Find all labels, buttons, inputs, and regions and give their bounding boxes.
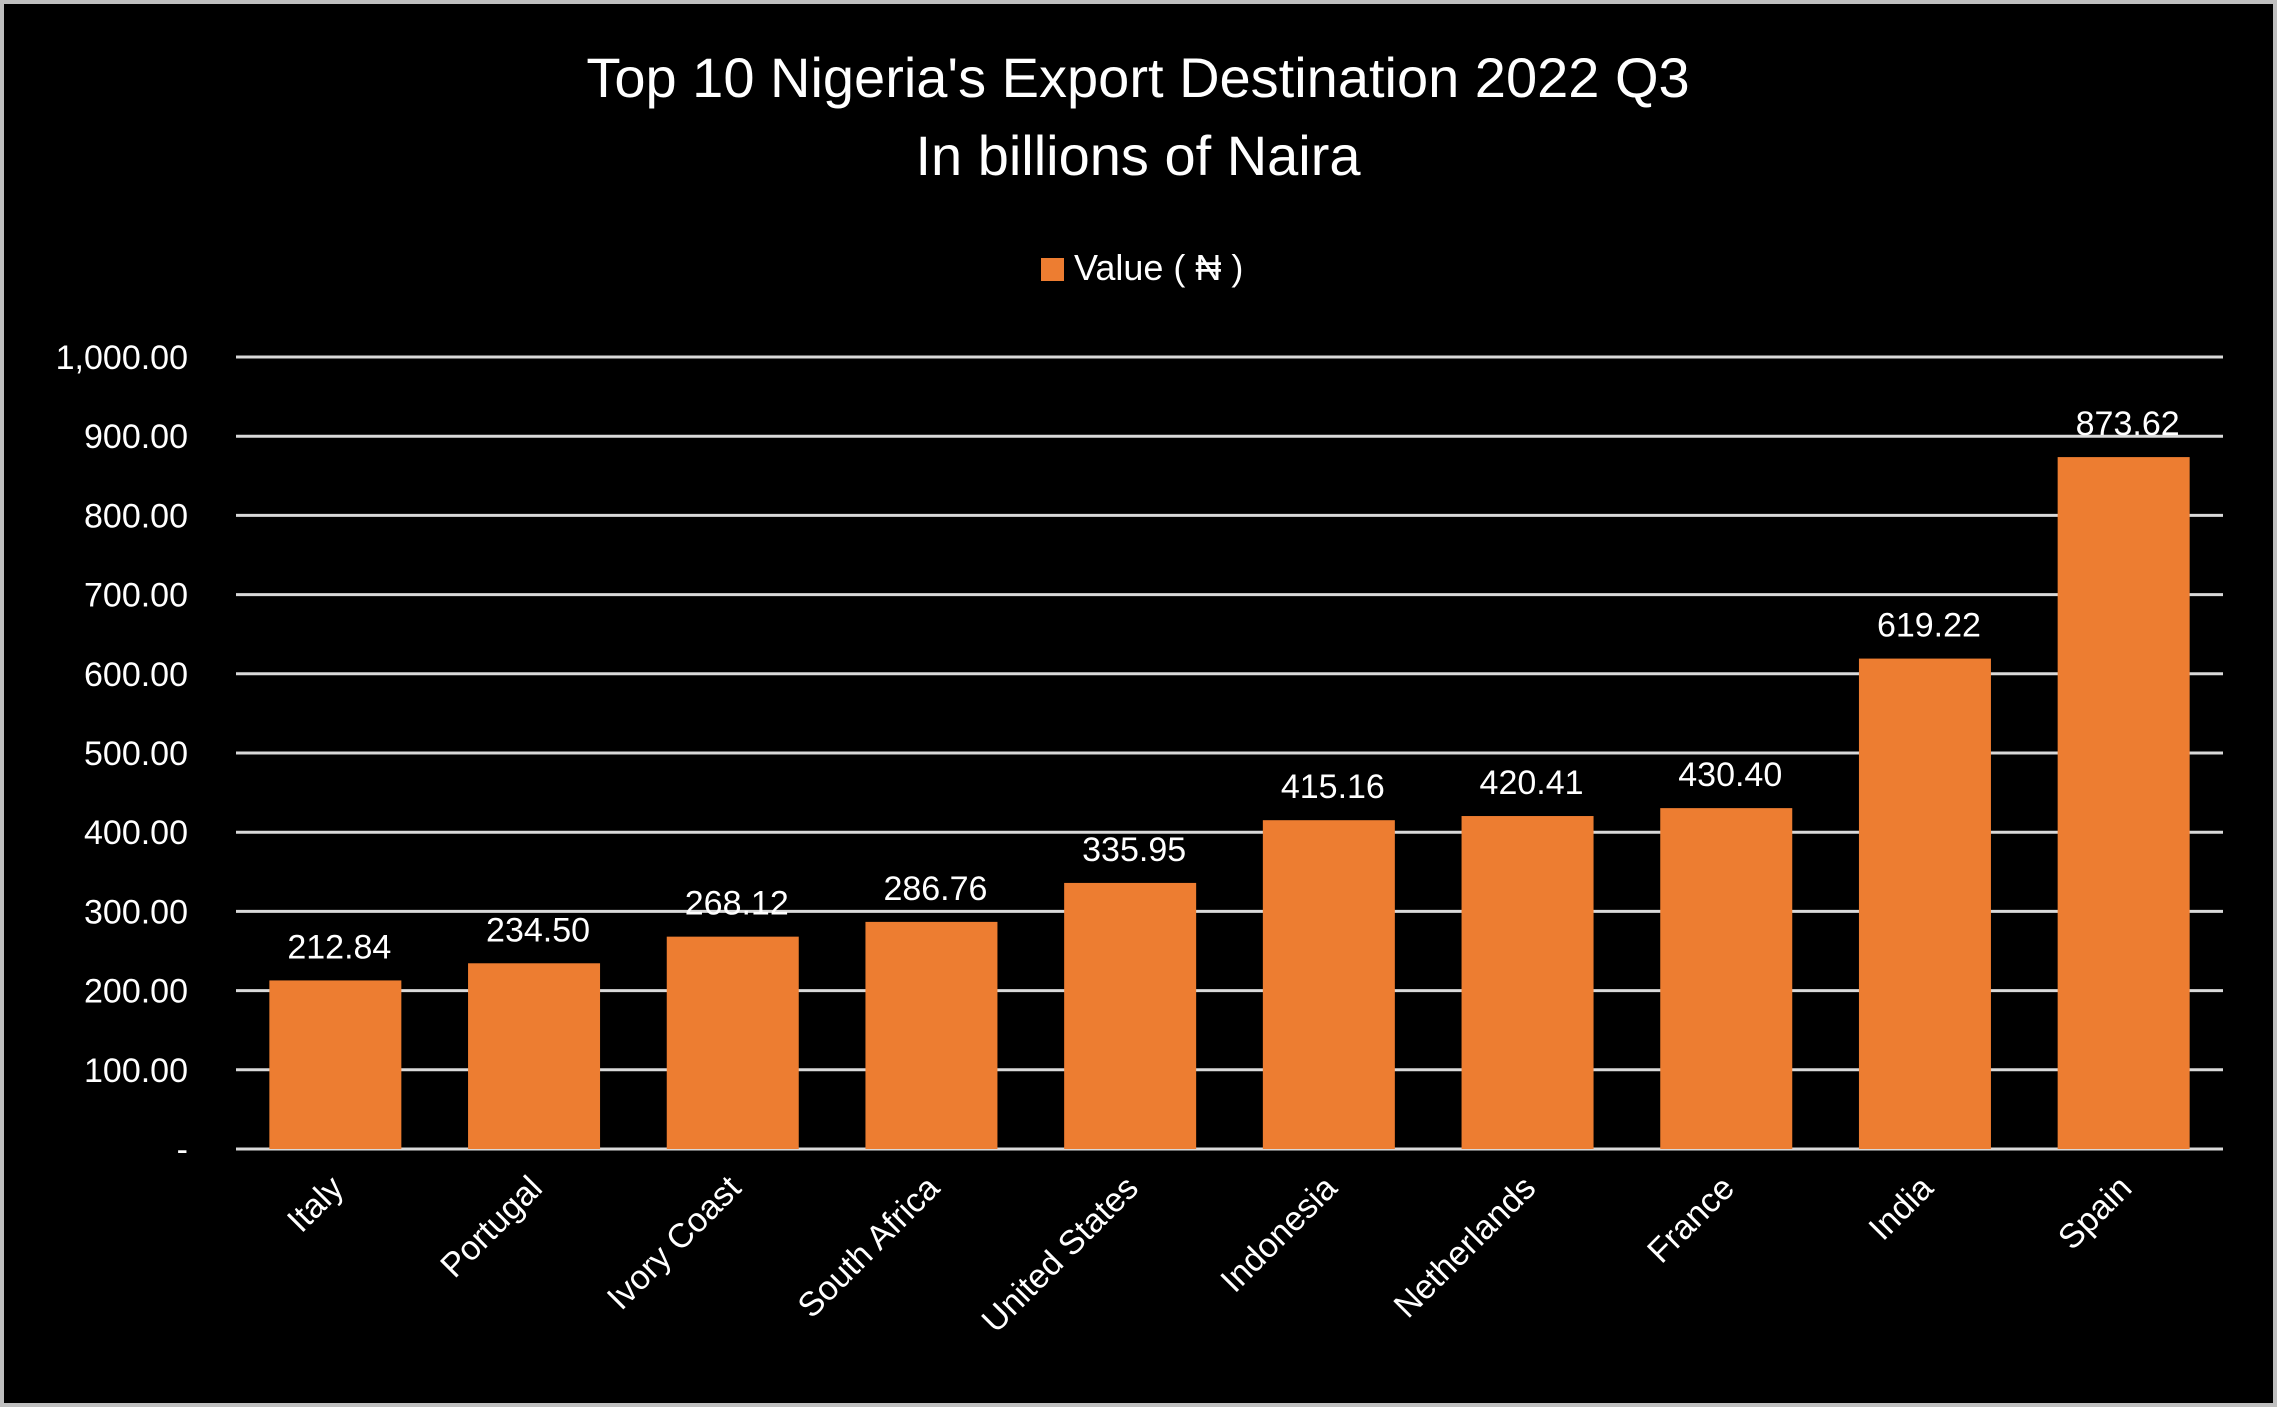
chart-subtitle: In billions of Naira: [915, 124, 1361, 187]
bar: [2057, 457, 2190, 1149]
data-label: 415.16: [1281, 768, 1385, 806]
y-tick-label: -: [177, 1131, 188, 1169]
y-tick-label: 1,000.00: [56, 339, 188, 377]
bar: [666, 936, 799, 1149]
bar: [1660, 808, 1793, 1149]
bar: [1461, 816, 1594, 1149]
y-tick-label: 200.00: [84, 973, 188, 1011]
y-tick-label: 100.00: [84, 1052, 188, 1090]
bar: [1064, 882, 1197, 1149]
y-tick-label: 900.00: [84, 418, 188, 456]
bar: [865, 921, 998, 1149]
data-label: 335.95: [1082, 831, 1186, 869]
y-tick-label: 600.00: [84, 656, 188, 694]
data-label: 268.12: [685, 885, 789, 923]
y-tick-label: 400.00: [84, 814, 188, 852]
legend-swatch: [1041, 258, 1064, 281]
data-label: 430.40: [1678, 756, 1782, 794]
y-tick-label: 500.00: [84, 735, 188, 773]
bar: [1858, 658, 1991, 1149]
bar: [269, 980, 402, 1149]
legend: Value ( ₦ ): [1041, 247, 1243, 288]
legend-label: Value ( ₦ ): [1074, 247, 1243, 288]
bar: [468, 963, 601, 1149]
y-tick-label: 800.00: [84, 497, 188, 535]
chart-title: Top 10 Nigeria's Export Destination 2022…: [586, 46, 1689, 109]
data-label: 286.76: [883, 870, 987, 908]
y-tick-label: 300.00: [84, 893, 188, 931]
bar: [1262, 820, 1395, 1149]
data-label: 234.50: [486, 911, 590, 949]
data-label: 212.84: [287, 928, 391, 966]
data-label: 873.62: [2076, 405, 2180, 443]
data-label: 420.41: [1480, 764, 1584, 802]
data-label: 619.22: [1877, 607, 1981, 645]
y-tick-label: 700.00: [84, 577, 188, 615]
